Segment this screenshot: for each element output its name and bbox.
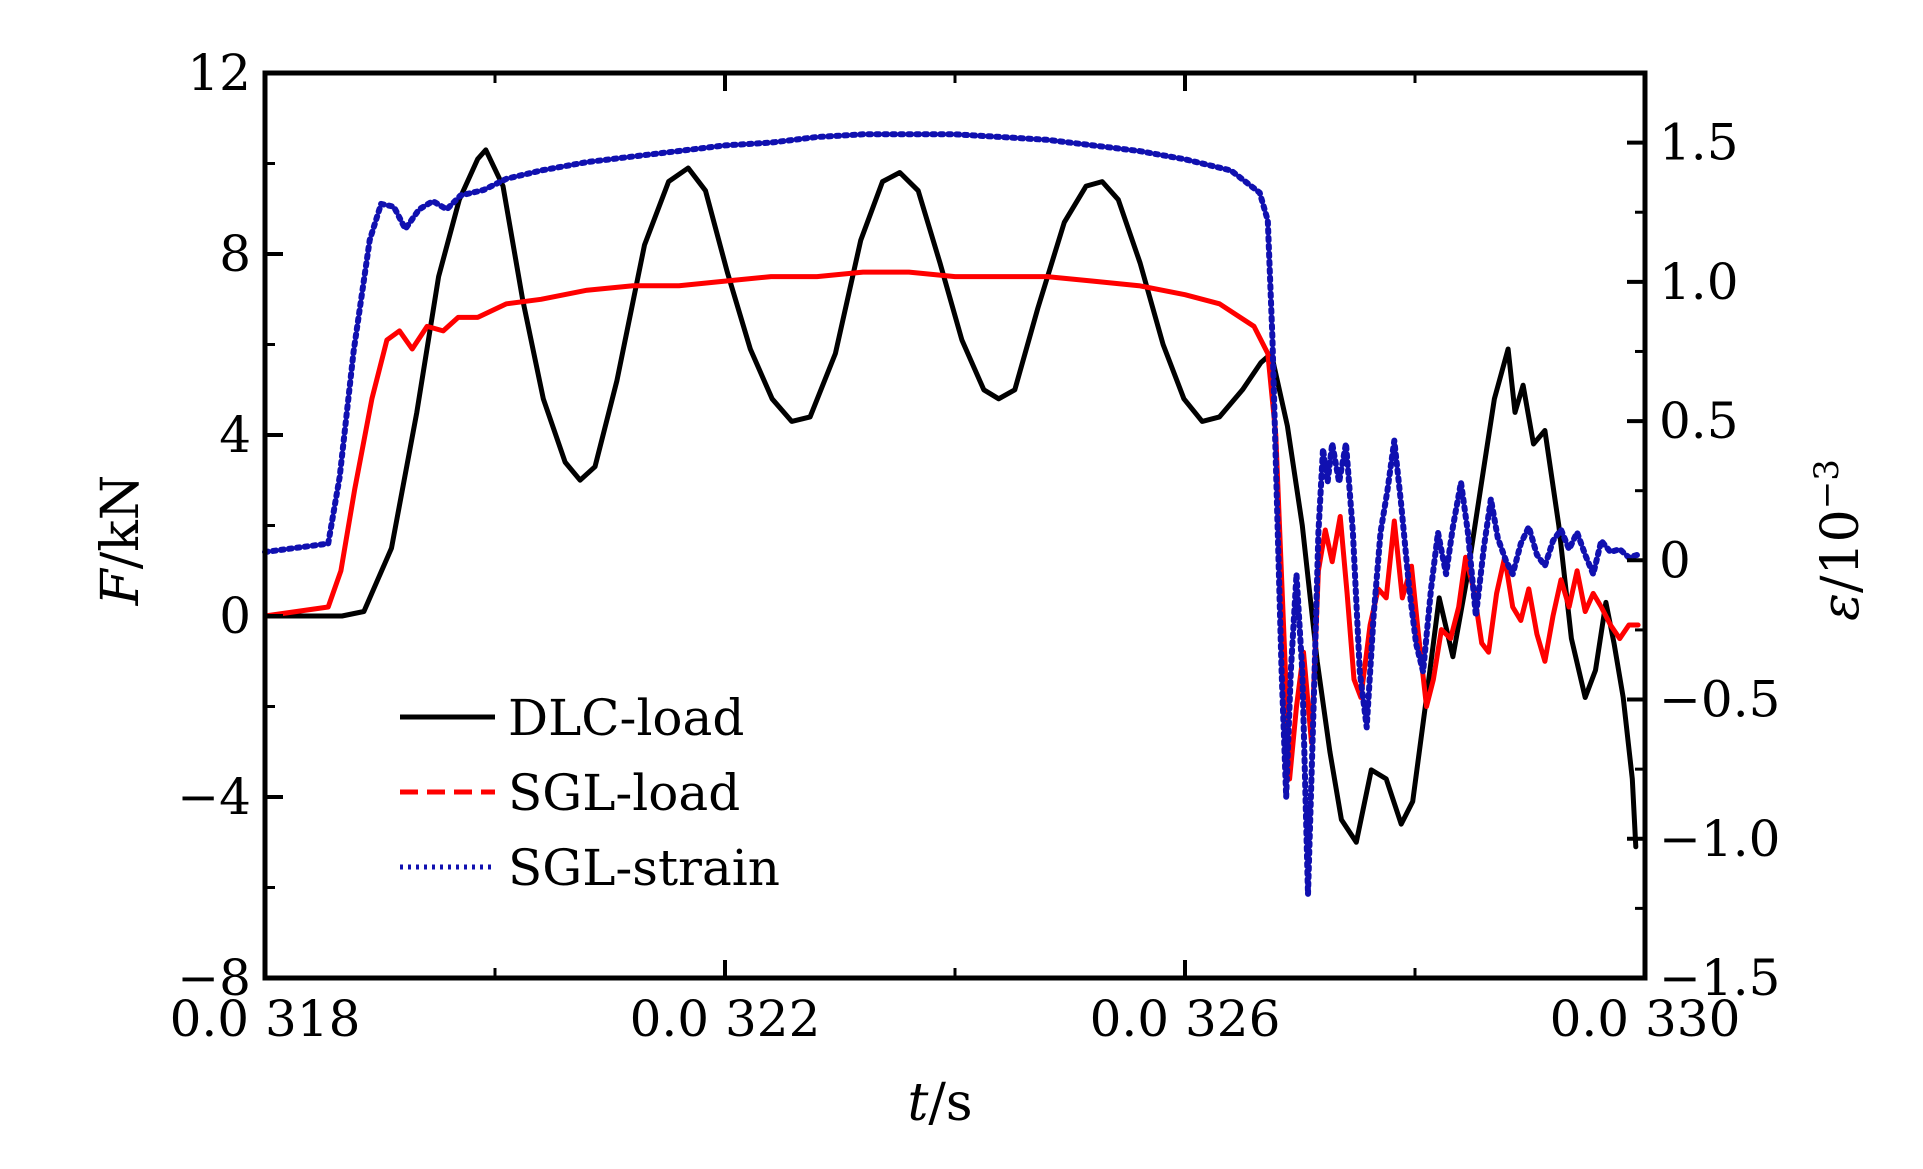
plot-frame xyxy=(262,70,1648,981)
x-tick-label: 0.0 326 xyxy=(1090,990,1281,1048)
x-tick-label: 0.0 318 xyxy=(170,990,361,1048)
y-left-tick-label: 12 xyxy=(187,44,251,102)
legend-label-dlc-load: DLC-load xyxy=(508,689,744,747)
series-line-sgl-load xyxy=(262,269,1641,782)
series-line-sgl-strain xyxy=(262,131,1642,898)
legend-label-sgl-strain: SGL-strain xyxy=(508,839,780,897)
y-right-tick-label: 0.5 xyxy=(1659,392,1739,450)
y-left-axis-title: F/kN xyxy=(91,475,151,607)
y-left-tick-label: 0 xyxy=(219,587,251,645)
y-left-tick-label: 8 xyxy=(219,225,251,283)
y-right-tick-label: −1.5 xyxy=(1659,949,1780,1007)
y-left-tick-label: −8 xyxy=(177,949,251,1007)
ticks-layer xyxy=(263,71,1647,980)
x-tick-label: 0.0 322 xyxy=(630,990,821,1048)
y-right-tick-label: −0.5 xyxy=(1659,671,1780,729)
y-right-tick-label: 1.0 xyxy=(1659,253,1739,311)
y-right-tick-label: 1.5 xyxy=(1659,114,1739,172)
y-left-tick-label: −4 xyxy=(177,768,251,826)
y-right-axis-title: ε/10−3 xyxy=(1807,459,1871,621)
y-right-tick-label: −1.0 xyxy=(1659,810,1780,868)
labels-layer: 0.0 318 0.0 322 0.0 326 0.0 330 −8 −4 0 4 8 12 −1.… xyxy=(170,44,1781,1048)
x-axis-title: t/s xyxy=(907,1073,972,1133)
x-tick-label: 0.0 330 xyxy=(1550,990,1741,1048)
legend-label-sgl-load: SGL-load xyxy=(508,764,740,822)
series-layer xyxy=(262,131,1642,898)
series-line-dlc-load xyxy=(262,147,1639,850)
y-right-tick-label: 0 xyxy=(1659,531,1691,589)
legend: DLC-load SGL-load SGL-strain xyxy=(400,689,780,897)
y-left-tick-label: 4 xyxy=(219,406,251,464)
